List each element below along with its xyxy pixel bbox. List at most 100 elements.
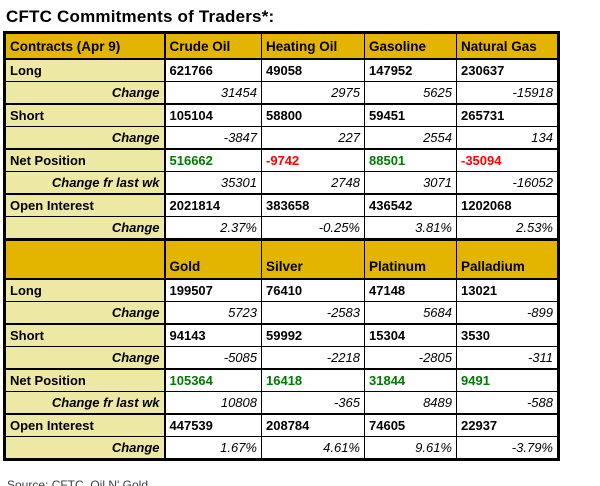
value-cell: 230637 [456, 58, 559, 82]
column-header [4, 238, 166, 280]
value-cell: 447539 [164, 413, 262, 437]
row-label: Change [4, 346, 166, 370]
table-row: Change -5085 -2218 -2805 -311 [4, 346, 559, 370]
value-cell: 208784 [261, 413, 365, 437]
table-row: Short 94143 59992 15304 3530 [4, 323, 559, 347]
value-cell: 13021 [456, 278, 559, 302]
value-cell: 94143 [164, 323, 262, 347]
source-note: Source: CFTC, Oil N' Gold [7, 478, 148, 486]
row-label: Change [4, 81, 166, 105]
row-label: Open Interest [4, 193, 166, 217]
change-cell: 31454 [164, 81, 262, 105]
change-cell: -3.79% [456, 436, 559, 460]
column-header: Contracts (Apr 9) [4, 32, 166, 60]
value-cell: 15304 [364, 323, 457, 347]
net-position-value: -35094 [456, 148, 559, 172]
table-row: Change 2.37% -0.25% 3.81% 2.53% [4, 216, 559, 240]
column-header: Heating Oil [261, 32, 365, 60]
row-label: Change fr last wk [4, 171, 166, 195]
change-cell: 35301 [164, 171, 262, 195]
change-cell: -365 [261, 391, 365, 415]
change-cell: 134 [456, 126, 559, 150]
change-cell: 2975 [261, 81, 365, 105]
cot-table: Contracts (Apr 9) Crude Oil Heating Oil Gas… [3, 31, 560, 461]
value-cell: 105104 [164, 103, 262, 127]
change-cell: 8489 [364, 391, 457, 415]
value-cell: 621766 [164, 58, 262, 82]
value-cell: 265731 [456, 103, 559, 127]
column-header: Crude Oil [164, 32, 262, 60]
change-cell: -0.25% [261, 216, 365, 240]
change-cell: 5723 [164, 301, 262, 325]
table-row: Change 5723 -2583 5684 -899 [4, 301, 559, 325]
section-header-row: Gold Silver Platinum Palladium [4, 238, 559, 280]
table-row: Open Interest 447539 208784 74605 22937 [4, 413, 559, 437]
row-label: Net Position [4, 368, 166, 392]
table-row: Change fr last wk 10808 -365 8489 -588 [4, 391, 559, 415]
table-row: Open Interest 2021814 383658 436542 1202068 [4, 193, 559, 217]
change-cell: 3071 [364, 171, 457, 195]
value-cell: 2021814 [164, 193, 262, 217]
change-cell: 2748 [261, 171, 365, 195]
change-cell: -2583 [261, 301, 365, 325]
column-header: Palladium [456, 238, 559, 280]
column-header: Natural Gas [456, 32, 559, 60]
value-cell: 22937 [456, 413, 559, 437]
row-label: Open Interest [4, 413, 166, 437]
change-cell: 227 [261, 126, 365, 150]
change-cell: -2805 [364, 346, 457, 370]
row-label: Short [4, 103, 166, 127]
value-cell: 59451 [364, 103, 457, 127]
table-row: Change fr last wk 35301 2748 3071 -16052 [4, 171, 559, 195]
row-label: Change [4, 436, 166, 460]
page-title: CFTC Commitments of Traders*: [6, 7, 275, 26]
table-row: Change 1.67% 4.61% 9.61% -3.79% [4, 436, 559, 460]
net-position-value: 31844 [364, 368, 457, 392]
net-position-value: 88501 [364, 148, 457, 172]
change-cell: -15918 [456, 81, 559, 105]
value-cell: 47148 [364, 278, 457, 302]
section-energy: Contracts (Apr 9) Crude Oil Heating Oil Gas… [4, 32, 559, 240]
column-header: Gasoline [364, 32, 457, 60]
change-cell: -5085 [164, 346, 262, 370]
change-cell: 5684 [364, 301, 457, 325]
section-header-row: Contracts (Apr 9) Crude Oil Heating Oil Gas… [4, 32, 559, 60]
row-label: Change [4, 216, 166, 240]
table-row: Long 621766 49058 147952 230637 [4, 58, 559, 82]
change-cell: 10808 [164, 391, 262, 415]
column-header: Silver [261, 238, 365, 280]
change-cell: 4.61% [261, 436, 365, 460]
change-cell: 9.61% [364, 436, 457, 460]
change-cell: -311 [456, 346, 559, 370]
row-label: Change [4, 301, 166, 325]
value-cell: 199507 [164, 278, 262, 302]
value-cell: 147952 [364, 58, 457, 82]
change-cell: -3847 [164, 126, 262, 150]
row-label: Change fr last wk [4, 391, 166, 415]
table-row: Change 31454 2975 5625 -15918 [4, 81, 559, 105]
table-row: Long 199507 76410 47148 13021 [4, 278, 559, 302]
section-metals: Gold Silver Platinum Palladium Long 199507 764… [4, 238, 559, 460]
change-cell: 1.67% [164, 436, 262, 460]
row-label: Short [4, 323, 166, 347]
net-position-value: 516662 [164, 148, 262, 172]
change-cell: 2.37% [164, 216, 262, 240]
column-header: Gold [164, 238, 262, 280]
column-header: Platinum [364, 238, 457, 280]
value-cell: 436542 [364, 193, 457, 217]
net-position-value: 105364 [164, 368, 262, 392]
change-cell: 2.53% [456, 216, 559, 240]
change-cell: -2218 [261, 346, 365, 370]
row-label: Net Position [4, 148, 166, 172]
net-position-value: 9491 [456, 368, 559, 392]
table-row: Net Position 105364 16418 31844 9491 [4, 368, 559, 392]
change-cell: 3.81% [364, 216, 457, 240]
value-cell: 3530 [456, 323, 559, 347]
table-row: Net Position 516662 -9742 88501 -35094 [4, 148, 559, 172]
value-cell: 59992 [261, 323, 365, 347]
row-label: Long [4, 58, 166, 82]
value-cell: 1202068 [456, 193, 559, 217]
value-cell: 76410 [261, 278, 365, 302]
value-cell: 58800 [261, 103, 365, 127]
